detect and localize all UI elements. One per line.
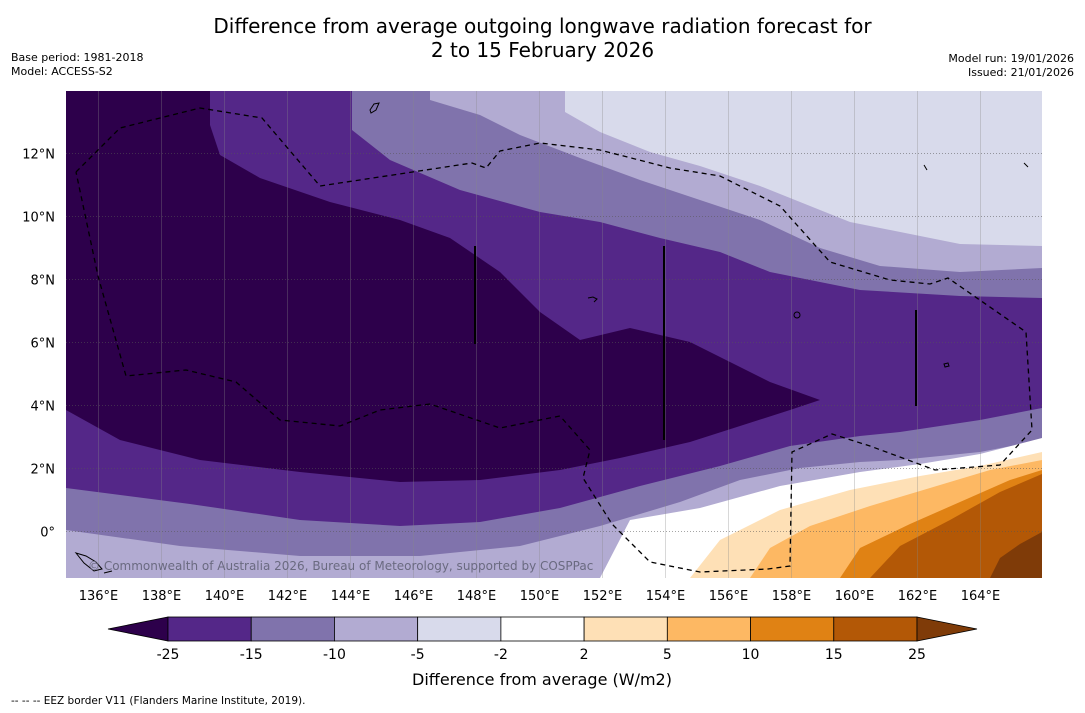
island-chuuk	[587, 296, 598, 303]
colorbar-bin	[334, 616, 419, 642]
lon-label: 140°E	[205, 589, 245, 604]
island-pohnpei	[793, 311, 801, 319]
meta-left: Base period: 1981-2018 Model: ACCESS-S2	[11, 51, 143, 79]
base-period: Base period: 1981-2018	[11, 51, 144, 64]
lat-label: 10°N	[22, 211, 55, 226]
colorbar-tick-label: 5	[663, 647, 672, 663]
eez-borders	[75, 107, 1033, 573]
colorbar-tick-label: -25	[157, 647, 180, 663]
island-palau	[74, 552, 103, 572]
lon-label: 148°E	[457, 589, 497, 604]
model-name: Model: ACCESS-S2	[11, 65, 113, 78]
colorbar-bin	[250, 616, 335, 642]
colorbar-bin	[167, 616, 252, 642]
colorbar-tick-label: 10	[742, 647, 760, 663]
colorbar-low-extend	[107, 616, 169, 642]
island-ne-a	[923, 164, 928, 171]
lon-label: 156°E	[709, 589, 749, 604]
lon-label: 146°E	[394, 589, 434, 604]
colorbar-bin	[750, 616, 835, 642]
lon-label: 154°E	[646, 589, 686, 604]
eez-footnote: -- -- -- EEZ border V11 (Flanders Marine…	[11, 695, 306, 707]
colorbar-bin	[500, 616, 585, 642]
copyright-text: © Commonwealth of Australia 2026, Bureau…	[88, 559, 593, 573]
lat-label: 0°	[40, 526, 55, 541]
colorbar-tick-label: -5	[411, 647, 425, 663]
lon-label: 162°E	[898, 589, 938, 604]
lon-label: 136°E	[79, 589, 119, 604]
lat-label: 6°N	[31, 337, 56, 352]
lon-label: 160°E	[835, 589, 875, 604]
legend-title: Difference from average (W/m2)	[412, 670, 672, 689]
issued-date: Issued: 21/01/2026	[967, 66, 1074, 79]
colorbar-tick-label: -2	[494, 647, 508, 663]
longitude-labels: 136°E 138°E 140°E 142°E 144°E 146°E 148°E 150°E…	[79, 589, 1001, 604]
vertical-markers	[474, 246, 917, 440]
lon-label: 138°E	[142, 589, 182, 604]
region-dark-purple	[66, 91, 820, 482]
lon-label: 144°E	[331, 589, 371, 604]
anomaly-field	[66, 91, 1042, 578]
colorbar-high-extend	[916, 616, 978, 642]
gridlines	[66, 91, 1042, 578]
colorbar-tick-label: 2	[580, 647, 589, 663]
island-palau-2	[103, 570, 113, 574]
lat-label: 12°N	[22, 148, 55, 163]
eez-western	[75, 107, 1033, 573]
chart-title: Difference from average outgoing longwav…	[0, 14, 1085, 62]
region-dark-orange	[870, 474, 1042, 578]
colorbar-tick-label: 15	[825, 647, 843, 663]
title-line-2: 2 to 15 February 2026	[430, 38, 655, 62]
colorbar-bin	[833, 616, 918, 642]
colorbar-tick-label: 25	[908, 647, 926, 663]
island-kosrae	[943, 362, 950, 368]
lon-label: 152°E	[583, 589, 623, 604]
island-guam	[369, 102, 380, 114]
model-run: Model run: 19/01/2026	[948, 52, 1074, 65]
lon-label: 150°E	[520, 589, 560, 604]
colorbar-tick-label: -10	[323, 647, 346, 663]
lat-label: 2°N	[31, 463, 56, 478]
title-line-1: Difference from average outgoing longwav…	[213, 14, 872, 38]
meta-right: Model run: 19/01/2026 Issued: 21/01/2026	[948, 52, 1074, 80]
latitude-labels: 12°N 10°N 8°N 6°N 4°N 2°N 0°	[22, 148, 55, 541]
lat-label: 4°N	[31, 400, 56, 415]
lon-label: 164°E	[961, 589, 1001, 604]
colorbar: -25 -15 -10 -5 -2 2 5 10 15 25	[107, 616, 978, 663]
region-brown	[990, 532, 1042, 578]
colorbar-bin	[666, 616, 751, 642]
colorbar-bin	[583, 616, 668, 642]
lon-label: 158°E	[772, 589, 812, 604]
lon-label: 142°E	[268, 589, 308, 604]
lat-label: 8°N	[31, 274, 56, 289]
island-ne-b	[1023, 162, 1029, 168]
colorbar-tick-label: -15	[240, 647, 263, 663]
colorbar-bin	[417, 616, 502, 642]
coastlines	[74, 102, 1029, 574]
